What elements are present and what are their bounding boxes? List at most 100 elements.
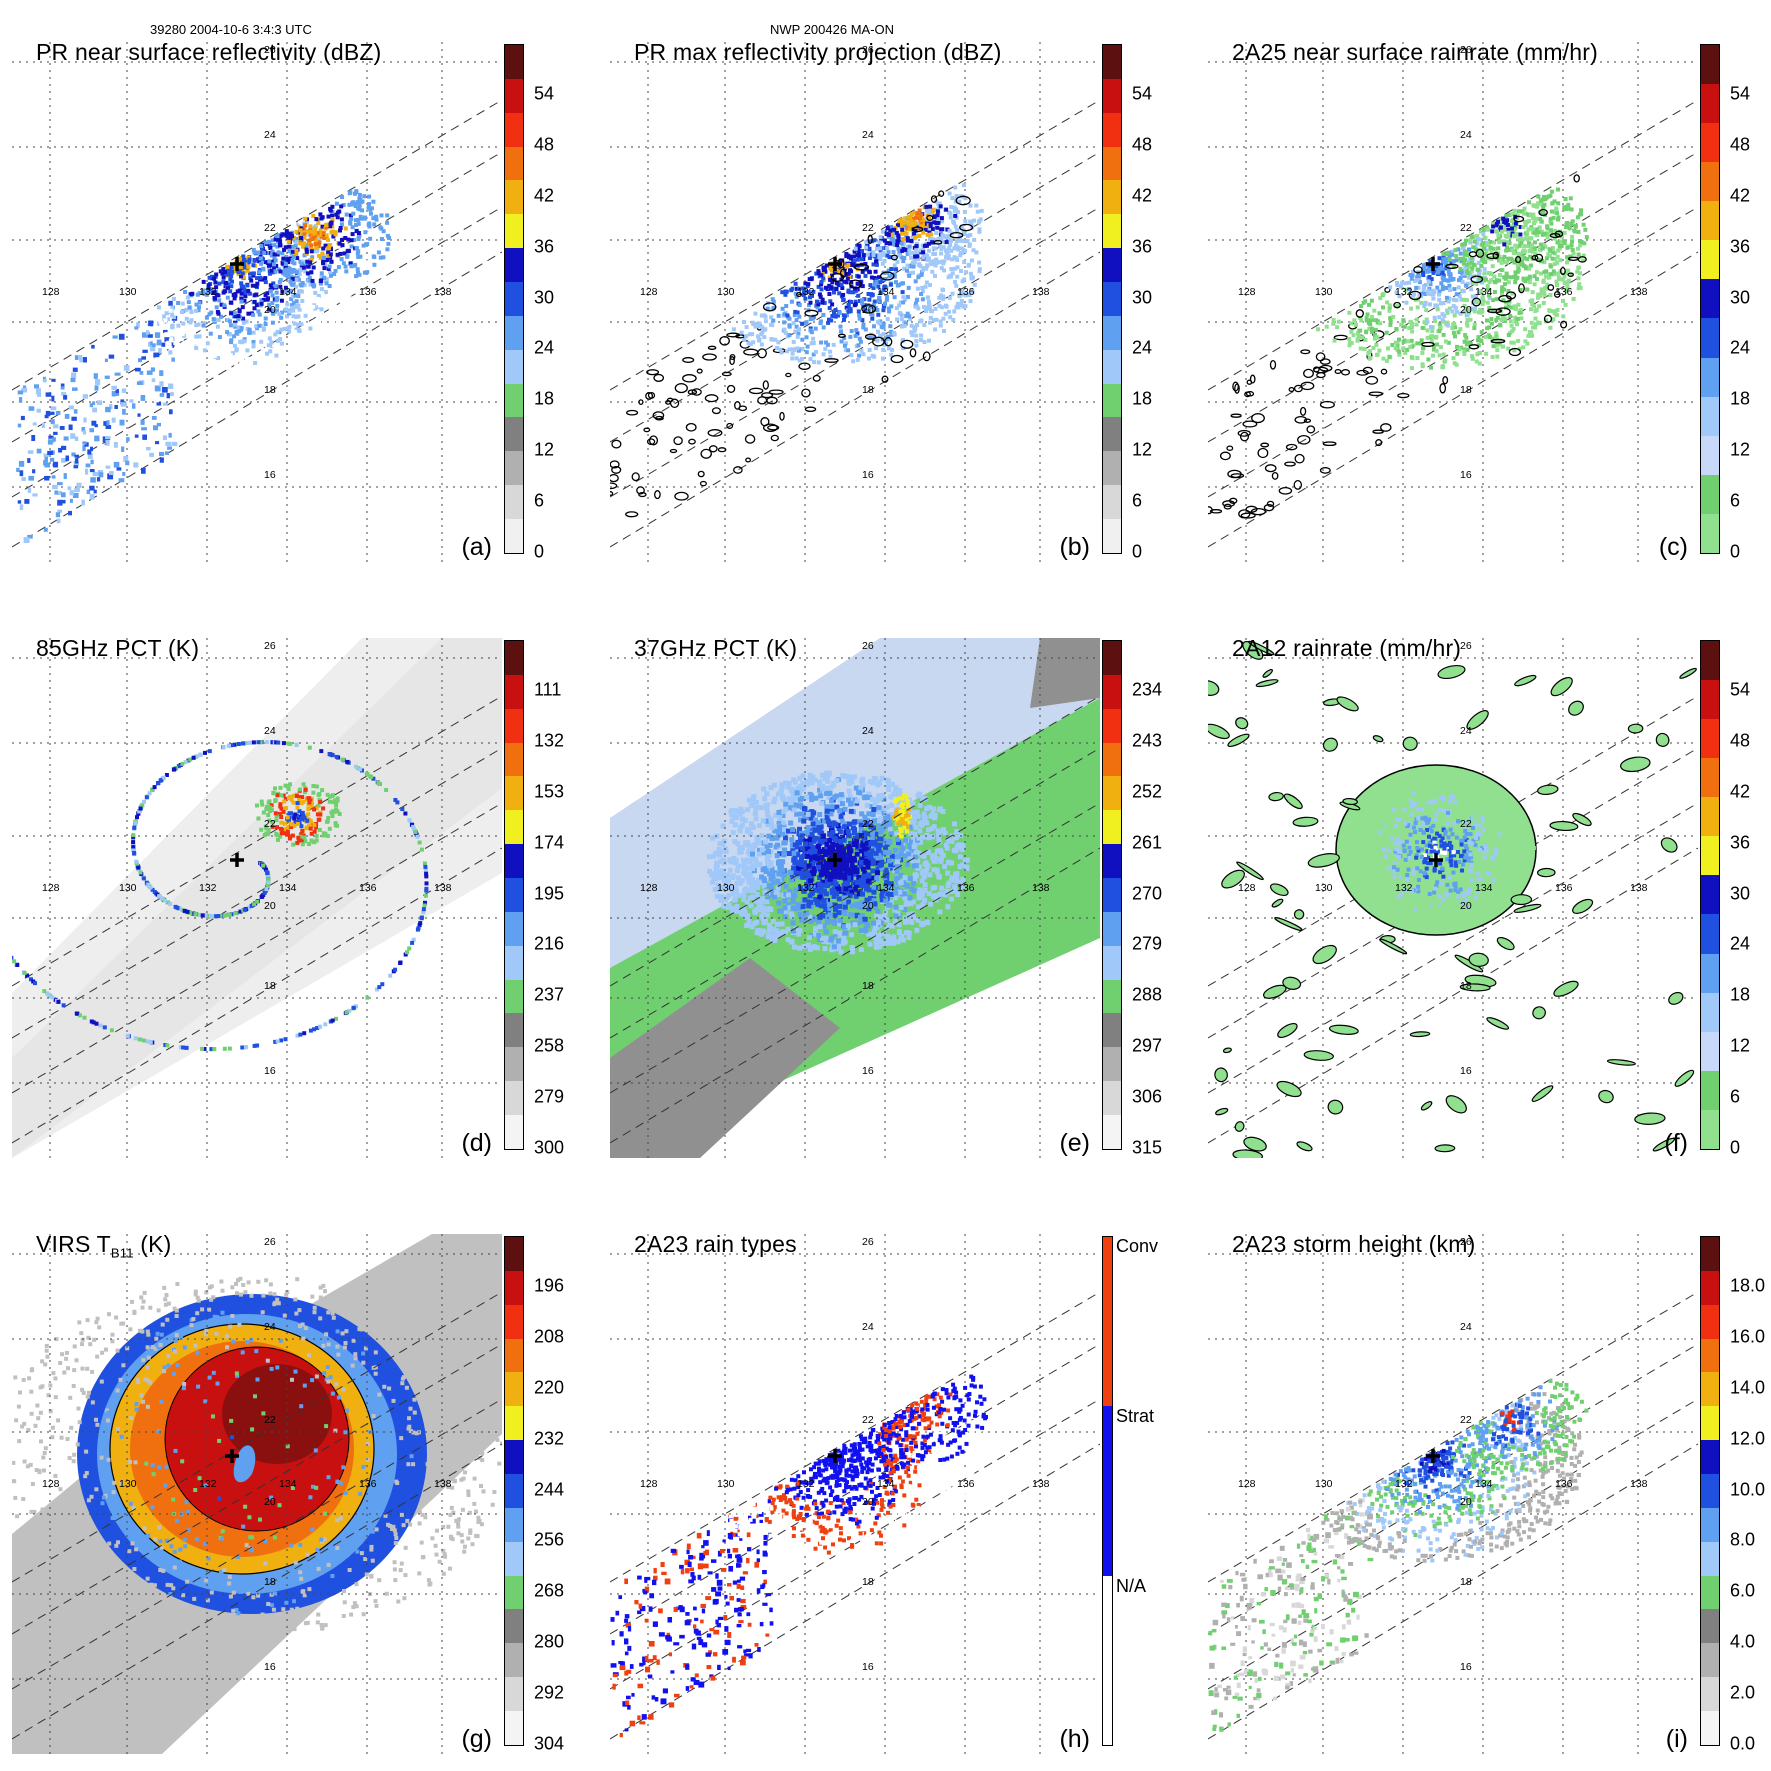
colorbar-segment	[1701, 396, 1719, 436]
map-f	[1208, 638, 1698, 1158]
colorbar-segment	[505, 349, 523, 384]
colorbar-segment	[1103, 945, 1121, 980]
colorbar-segment	[1103, 417, 1121, 452]
colorbar-tick: 42	[1730, 185, 1751, 206]
lat-label: 22	[862, 818, 874, 830]
colorbar-segment	[505, 1711, 523, 1745]
colorbar-tick: 30	[1730, 883, 1751, 904]
map-e	[610, 638, 1100, 1158]
colorbar-segment	[1701, 1338, 1719, 1373]
colorbar-tick: 216	[534, 933, 565, 954]
colorbar-tick: Conv	[1116, 1236, 1159, 1256]
colorbar-tick: 244	[534, 1479, 565, 1500]
colorbar-tick: 6	[534, 490, 545, 511]
colorbar-tick: 243	[1132, 730, 1163, 751]
colorbar-tick: 12.0	[1730, 1428, 1766, 1449]
colorbar-tick: 36	[1730, 236, 1751, 257]
colorbar-segment	[505, 742, 523, 777]
colorbar-tick: 174	[534, 832, 565, 853]
colorbar-segment	[505, 383, 523, 418]
colorbar-tick: 6.0	[1730, 1580, 1756, 1601]
colorbar-tick: 306	[1132, 1086, 1163, 1107]
colorbar-segment	[1701, 474, 1719, 514]
colorbar-tick: 300	[534, 1137, 565, 1158]
panel-a: 128 130 132 134 136 138 16 18 20 22 24 26 PR near su…	[12, 39, 554, 562]
lat-label: 20	[264, 1496, 276, 1508]
colorbar-segment	[1701, 45, 1719, 85]
colorbar-tick: 315	[1132, 1137, 1163, 1158]
lon-label: 138	[1032, 882, 1050, 894]
lon-label: 134	[1475, 882, 1493, 894]
storm-center-marker	[1426, 257, 1440, 271]
colorbar	[1700, 1236, 1720, 1746]
colorbar-segment	[505, 776, 523, 811]
lon-label: 134	[1475, 1478, 1493, 1490]
panel-label: (h)	[1059, 1725, 1090, 1753]
panel-title: 2A12 rainrate (mm/hr)	[1232, 635, 1461, 662]
colorbar-segment	[1701, 875, 1719, 915]
colorbar-segment	[505, 810, 523, 845]
colorbar-segment	[1701, 1609, 1719, 1644]
colorbar	[1102, 1236, 1113, 1746]
lat-label: 26	[862, 1236, 874, 1248]
colorbar-tick: 18.0	[1730, 1275, 1766, 1296]
panel-title: 37GHz PCT (K)	[634, 635, 797, 662]
colorbar-segment	[1103, 519, 1121, 553]
lon-label: 136	[359, 286, 377, 298]
colorbar-tick: 14.0	[1730, 1377, 1766, 1398]
panel-title: PR near surface reflectivity (dBZ)	[36, 39, 382, 66]
colorbar-segment	[505, 1677, 523, 1712]
colorbar-segment	[1701, 1304, 1719, 1339]
colorbar-tick: 252	[1132, 781, 1163, 802]
colorbar-tick: 234	[1132, 679, 1163, 700]
colorbar-segment	[1701, 1643, 1719, 1678]
panel-f: 128 130 132 134 136 138 16 18 20 22 24 26 2A12 rainr…	[1208, 635, 1750, 1158]
colorbar-segment	[1701, 435, 1719, 475]
colorbar	[1102, 640, 1122, 1150]
colorbar-segment	[1701, 914, 1719, 954]
colorbar-segment	[1103, 1081, 1121, 1116]
lon-label: 128	[1238, 286, 1256, 298]
lat-label: 24	[264, 129, 276, 141]
colorbar-tick: 237	[534, 984, 565, 1005]
colorbar-segment	[505, 451, 523, 486]
panel-title-text: 2A23 rain types	[634, 1231, 797, 1257]
colorbar-tick: 48	[1132, 134, 1153, 155]
lon-label: 132	[1395, 286, 1413, 298]
colorbar-segment	[505, 1541, 523, 1576]
colorbar-segment	[505, 146, 523, 181]
colorbar-segment	[505, 1609, 523, 1644]
lon-label: 130	[119, 286, 137, 298]
lat-label: 24	[1460, 725, 1472, 737]
panel-title-subscript: B11	[110, 1245, 134, 1261]
lon-label: 136	[957, 286, 975, 298]
lon-label: 138	[1630, 1478, 1648, 1490]
lat-label: 24	[264, 1321, 276, 1333]
storm-center-marker	[225, 1449, 239, 1463]
colorbar-segment	[505, 911, 523, 946]
colorbar-segment	[505, 1270, 523, 1305]
lat-label: 16	[1460, 1065, 1472, 1077]
lat-label: 26	[264, 44, 276, 56]
colorbar-tick: 280	[534, 1631, 565, 1652]
colorbar-segment	[505, 1338, 523, 1373]
colorbar	[1700, 640, 1720, 1150]
lat-label: 20	[1460, 900, 1472, 912]
colorbar-segment	[1103, 1406, 1112, 1576]
lon-label: 128	[1238, 1478, 1256, 1490]
colorbar-tick: 6	[1132, 490, 1143, 511]
colorbar-segment	[1103, 911, 1121, 946]
colorbar-segment	[505, 248, 523, 283]
colorbar-tick: 220	[534, 1377, 565, 1398]
panel-title-text: 2A23 storm height (km)	[1232, 1231, 1476, 1257]
colorbar-tick: 297	[1132, 1035, 1163, 1056]
colorbar-segment	[1103, 674, 1121, 709]
panel-title-text: 2A12 rainrate (mm/hr)	[1232, 635, 1462, 661]
colorbar-segment	[1701, 1507, 1719, 1542]
storm-header: NWP 200426 MA-ON	[770, 22, 895, 37]
colorbar-tick: 24	[1132, 337, 1153, 358]
colorbar-segment	[1103, 146, 1121, 181]
lat-label: 18	[862, 384, 874, 396]
colorbar-tick: 18	[1132, 388, 1153, 409]
colorbar-segment	[505, 315, 523, 350]
